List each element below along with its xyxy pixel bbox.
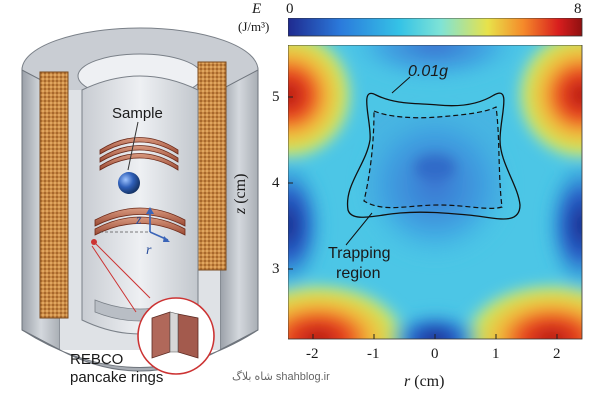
coil-right	[197, 61, 227, 271]
contour-label: 0.01g	[408, 63, 449, 80]
rebco-label-line2: pancake rings	[70, 369, 164, 386]
y-axis-label: z (cm)	[232, 174, 250, 214]
axis-z-label: z	[136, 213, 142, 228]
lower-pancake-rings	[94, 207, 186, 236]
trapping-label-line2: region	[336, 265, 381, 282]
x-axis-unit: (cm)	[414, 373, 445, 390]
contour-0.01g	[346, 92, 521, 220]
x-tick-1: 1	[492, 346, 500, 362]
trapping-region-contour	[363, 106, 503, 209]
watermark: شاه بلاگ shahblog.ir	[232, 371, 330, 383]
colorbar-symbol: E	[252, 1, 262, 17]
x-axis-var: r	[404, 373, 411, 390]
sample-label: Sample	[112, 105, 163, 122]
x-tick-0: 0	[431, 346, 439, 362]
rebco-label-line1: REBCO	[70, 351, 124, 368]
x-tick-2: 2	[553, 346, 561, 362]
colorbar-max-label: 8	[574, 1, 582, 17]
energy-heatmap	[288, 45, 583, 340]
x-tick--1: -1	[367, 346, 380, 362]
y-tick-3: 3	[272, 261, 280, 277]
y-tick-4: 4	[272, 175, 280, 191]
upper-pancake-rings	[99, 137, 179, 171]
y-axis-unit: (cm)	[232, 173, 249, 204]
colorbar	[288, 18, 583, 37]
y-axis-var: z	[232, 207, 249, 214]
x-tick--2: -2	[306, 346, 319, 362]
trapping-label-line1: Trapping	[328, 245, 391, 262]
y-tick-5: 5	[272, 89, 280, 105]
colorbar-min-label: 0	[286, 1, 294, 17]
magnet-cutaway-illustration	[21, 27, 259, 375]
x-axis-label: r (cm)	[404, 374, 444, 390]
coil-left	[39, 71, 69, 319]
axis-r-label: r	[146, 243, 152, 258]
colorbar-unit: (J/m³)	[238, 19, 270, 34]
sample-ball	[118, 172, 140, 194]
